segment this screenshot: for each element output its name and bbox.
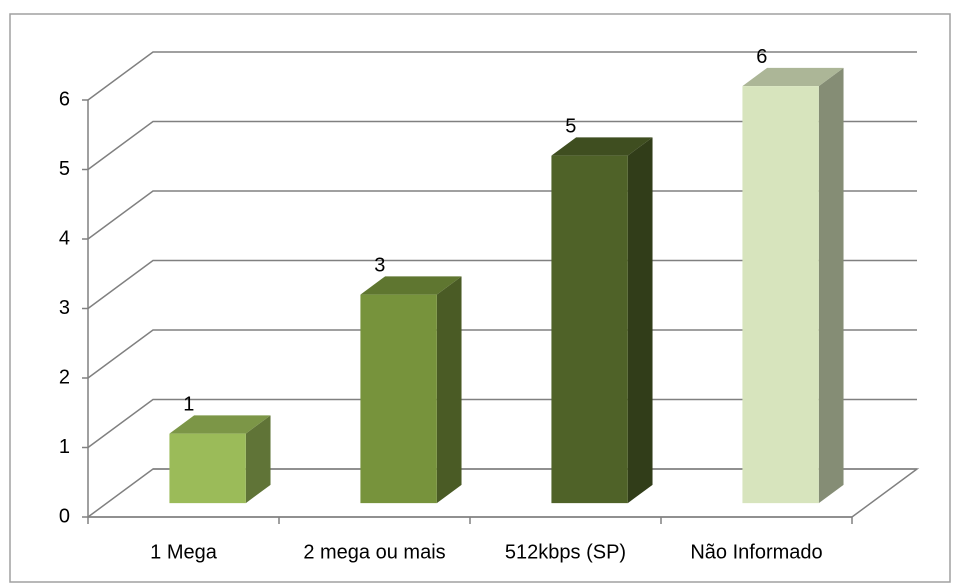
data-label: 5 [565, 116, 576, 138]
bar-side [436, 276, 462, 504]
bar [360, 294, 437, 504]
y-tick-label: 1 [59, 436, 70, 458]
y-tick-label: 4 [59, 227, 70, 249]
grid-line [87, 398, 917, 449]
bar-top [551, 137, 653, 156]
bar-side [245, 415, 271, 504]
data-label: 6 [756, 46, 767, 68]
data-label: 3 [374, 255, 385, 277]
y-tick-label: 6 [59, 88, 70, 110]
bar [169, 433, 246, 504]
grid-line [87, 329, 917, 379]
y-tick-label: 3 [59, 297, 70, 319]
x-tick-label: 512kbps (SP) [505, 541, 626, 563]
bar [742, 86, 819, 504]
y-tick-label: 5 [59, 158, 70, 180]
grid-line [87, 190, 917, 240]
x-tick-label: Não Informado [690, 541, 822, 563]
y-tick-label: 2 [59, 366, 70, 388]
bar [551, 155, 628, 504]
bar-top [169, 415, 271, 434]
grid-line [87, 120, 917, 171]
grid-line [87, 51, 917, 101]
data-label: 1 [183, 394, 194, 416]
bar-top [742, 67, 844, 87]
x-tick-label: 2 mega ou mais [303, 541, 445, 563]
bar-top [360, 276, 462, 295]
grid-line [87, 468, 917, 518]
grid-line [87, 259, 917, 310]
bar-side [818, 67, 844, 504]
x-tick-label: 1 Mega [150, 541, 218, 563]
bar-side [627, 137, 653, 504]
y-tick-label: 0 [59, 505, 70, 527]
